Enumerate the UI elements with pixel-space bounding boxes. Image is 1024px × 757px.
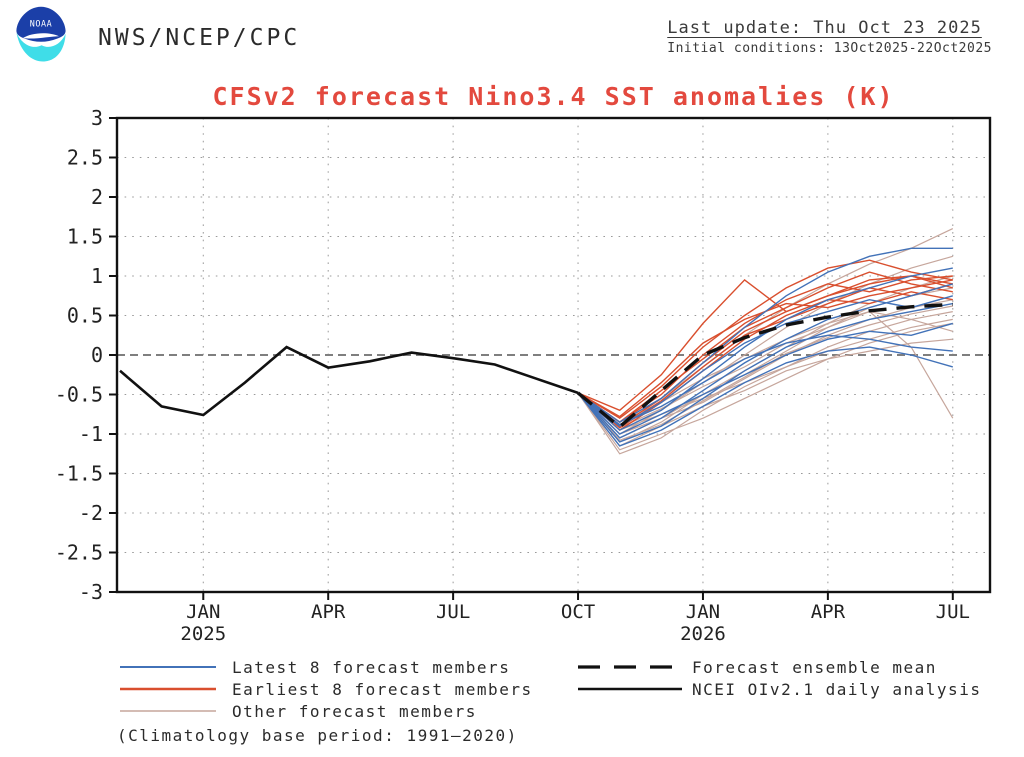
last-update-text: Last update: Thu Oct 23 2025	[667, 18, 982, 38]
noaa-logo-icon: NOAA	[11, 5, 71, 65]
forecast-member-line-latest	[577, 334, 953, 426]
forecast-member-line-other	[577, 322, 953, 451]
legend-label: Other forecast members	[232, 701, 477, 721]
forecast-member-line-latest	[577, 247, 953, 423]
forecast-member-line-earliest	[577, 275, 953, 427]
climatology-note: (Climatology base period: 1991–2020)	[117, 726, 518, 745]
y-tick-label: -3	[79, 580, 103, 604]
forecast-member-line-earliest	[577, 271, 953, 423]
y-tick-label: -2.5	[55, 541, 103, 565]
y-tick-label: 0.5	[67, 304, 103, 328]
legend-label: Forecast ensemble mean	[692, 657, 937, 677]
y-tick-label: -1.5	[55, 462, 103, 486]
observed-analysis-line	[119, 345, 579, 417]
x-tick-label: APR	[311, 601, 346, 623]
forecast-member-line-other	[577, 311, 953, 455]
forecast-member-line-other	[577, 338, 953, 447]
legend-members: Latest 8 forecast members Earliest 8 for…	[120, 656, 533, 722]
forecast-member-line-latest	[577, 346, 953, 447]
agency-title: NWS/NCEP/CPC	[98, 25, 301, 51]
y-tick-label: -0.5	[55, 383, 103, 407]
x-tick-label: APR	[811, 601, 846, 623]
forecast-member-line-earliest	[577, 259, 953, 420]
forecast-member-line-latest	[577, 302, 953, 443]
y-tick-label: 0	[91, 343, 103, 367]
y-tick-label: 2	[91, 185, 103, 209]
y-tick-label: 3	[91, 106, 103, 130]
legend-item-latest: Latest 8 forecast members	[120, 656, 533, 678]
y-tick-label: 1	[91, 264, 103, 288]
legend-label: Earliest 8 forecast members	[232, 679, 533, 699]
logo-seagull-icon	[23, 33, 59, 39]
legend-mean-analysis: Forecast ensemble mean NCEI OIv2.1 daily…	[578, 656, 981, 700]
chart-title: CFSv2 forecast Nino3.4 SST anomalies (K)	[212, 82, 895, 111]
analysis-line-sample-icon	[578, 687, 682, 691]
x-tick-label: OCT	[561, 601, 595, 623]
x-tick-label: JUL	[936, 601, 970, 623]
forecast-member-line-latest	[577, 295, 953, 427]
header: NOAA NWS/NCEP/CPC	[8, 5, 300, 65]
other-line-sample-icon	[120, 710, 216, 712]
forecast-member-line-other	[577, 310, 954, 435]
forecast-member-line-latest	[577, 322, 953, 435]
ensemble-mean-line	[576, 302, 953, 430]
x-tick-year-label: 2025	[180, 623, 226, 645]
logo-text: NOAA	[30, 19, 53, 29]
y-tick-label: -2	[79, 501, 103, 525]
legend-item-ensemble-mean: Forecast ensemble mean	[578, 656, 981, 678]
logo-sky-shape	[16, 6, 66, 42]
x-tick-label: JUL	[436, 601, 470, 623]
y-tick-label: 1.5	[67, 225, 103, 249]
latest-line-sample-icon	[120, 666, 216, 668]
x-tick-year-label: 2026	[680, 623, 726, 645]
legend-item-analysis: NCEI OIv2.1 daily analysis	[578, 678, 981, 700]
x-tick-label: JAN	[686, 601, 720, 623]
forecast-member-line-earliest	[577, 291, 953, 431]
initial-conditions-text: Initial conditions: 13Oct2025-22Oct2025	[667, 41, 992, 56]
y-tick-label: 2.5	[67, 146, 103, 170]
logo-wave-shape	[16, 32, 66, 62]
update-info: Last update: Thu Oct 23 2025 Initial con…	[667, 18, 992, 56]
x-tick-label: JAN	[186, 601, 220, 623]
mean-dashed-line-sample-icon	[578, 665, 682, 669]
legend-item-other: Other forecast members	[120, 700, 533, 722]
earliest-line-sample-icon	[120, 687, 216, 691]
legend-label: NCEI OIv2.1 daily analysis	[692, 679, 982, 699]
legend-label: Latest 8 forecast members	[232, 657, 511, 677]
y-tick-label: -1	[79, 422, 103, 446]
legend-item-earliest: Earliest 8 forecast members	[120, 678, 533, 700]
